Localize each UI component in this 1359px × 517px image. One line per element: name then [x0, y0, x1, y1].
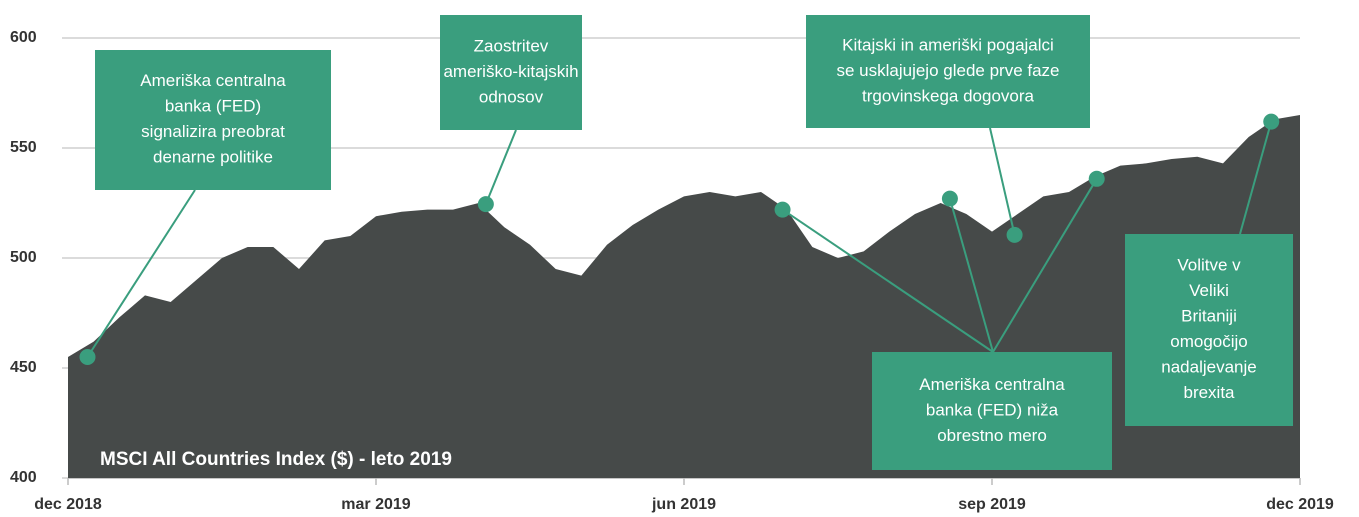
- annotation-text: obrestno mero: [937, 426, 1047, 445]
- annotation-text: Volitve v: [1177, 256, 1241, 275]
- annotation-text: trgovinskega dogovora: [862, 86, 1035, 105]
- annotation-dot: [477, 196, 494, 213]
- annotation-box: [872, 352, 1112, 470]
- y-tick-label: 450: [10, 359, 37, 376]
- x-tick-label: mar 2019: [341, 496, 410, 513]
- annotation-text: banka (FED): [165, 97, 261, 116]
- y-tick-label: 550: [10, 139, 37, 156]
- annotation-box: [1125, 234, 1293, 426]
- x-tick-label: sep 2019: [958, 496, 1026, 513]
- annotation-dot: [79, 349, 96, 365]
- annotation-box: [440, 15, 582, 130]
- annotation-box: [95, 50, 331, 190]
- annotation-text: Veliki: [1189, 281, 1229, 300]
- annotation-text: banka (FED) niža: [926, 400, 1059, 419]
- annotation-leader: [484, 129, 517, 205]
- annotation-text: odnosov: [479, 87, 544, 106]
- annotation-text: nadaljevanje: [1161, 358, 1256, 377]
- annotation-text: Britaniji: [1181, 307, 1237, 326]
- annotation-text: omogočijo: [1170, 332, 1248, 351]
- annotation-dot: [774, 201, 791, 218]
- chart-title: MSCI All Countries Index ($) - leto 2019: [100, 449, 452, 470]
- annotation-dot: [1263, 113, 1280, 130]
- y-tick-label: 400: [10, 469, 37, 486]
- annotation-leader: [1239, 121, 1273, 235]
- x-tick-label: jun 2019: [651, 496, 716, 513]
- annotation-text: Zaostritev: [474, 36, 549, 55]
- annotations: Ameriška centralna banka (FED) signalizira…: [79, 15, 1293, 470]
- annotation-text: se usklajujejo glede prve faze: [836, 61, 1059, 80]
- annotation-leader: [781, 208, 994, 353]
- annotation-text: ameriško-kitajskih: [443, 62, 578, 81]
- annotation-leader: [992, 178, 1098, 353]
- annotation-text: Kitajski in ameriški pogajalci: [842, 35, 1054, 54]
- annotation-text: Ameriška centralna: [919, 375, 1065, 394]
- annotation-text: denarne politike: [153, 148, 273, 167]
- x-tick-label: dec 2018: [34, 496, 102, 513]
- annotation-dot: [1088, 170, 1105, 187]
- y-tick-label: 600: [10, 29, 37, 46]
- annotation-box: [806, 15, 1090, 128]
- x-tick-label: dec 2019: [1266, 496, 1334, 513]
- annotation-dot: [1006, 226, 1023, 243]
- annotation-dot: [941, 190, 958, 207]
- annotation-leader: [86, 189, 196, 358]
- annotation-text: brexita: [1183, 383, 1235, 402]
- annotation-text: signalizira preobrat: [141, 122, 285, 141]
- y-tick-label: 500: [10, 249, 37, 266]
- annotation-leader: [948, 198, 994, 353]
- annotation-text: Ameriška centralna: [140, 71, 286, 90]
- annotation-leader: [989, 127, 1016, 236]
